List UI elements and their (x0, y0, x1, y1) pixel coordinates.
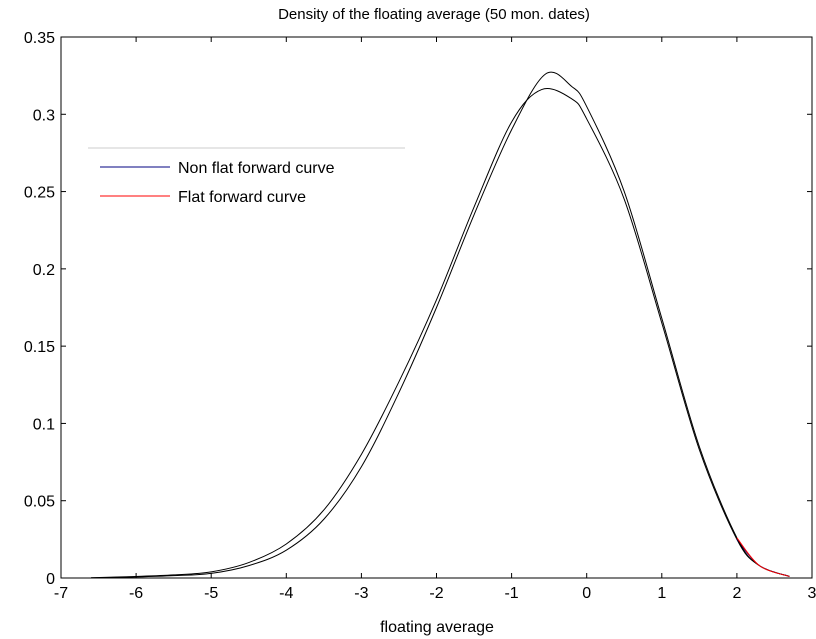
y-tick-label: 0.25 (24, 185, 55, 202)
series-tail-1 (736, 537, 790, 577)
axis-ticks: -7 -6 -5 -4 -3 -2 -1 0 1 2 3 0 0.05 0.1 0.15 0.2 0.25 0.3… (24, 30, 816, 602)
x-tick-label: -5 (204, 585, 218, 602)
legend-label: Non flat forward curve (178, 160, 335, 177)
x-tick-label: -7 (54, 585, 68, 602)
series-line-flat (91, 71, 790, 579)
y-tick-label: 0.35 (24, 30, 55, 47)
y-tick-label: 0.1 (33, 416, 55, 433)
chart-title: Density of the floating average (50 mon.… (278, 6, 590, 23)
x-tick-label: 0 (582, 585, 591, 602)
y-tick-label: 0.3 (33, 107, 55, 124)
x-tick-label: -3 (354, 585, 368, 602)
y-tick-label: 0.15 (24, 339, 55, 356)
x-tick-label: -6 (129, 585, 143, 602)
y-tick-label: 0.05 (24, 494, 55, 511)
y-tick-label: 0 (46, 571, 55, 588)
series-layer (91, 71, 790, 579)
x-tick-label: -4 (279, 585, 293, 602)
series-line-non-flat (91, 88, 790, 579)
x-axis-label: floating average (380, 619, 494, 636)
x-tick-label: 2 (732, 585, 741, 602)
x-tick-label: -1 (504, 585, 518, 602)
x-tick-label: 1 (657, 585, 666, 602)
y-tick-label: 0.2 (33, 262, 55, 279)
series-tail-0 (736, 539, 790, 577)
x-tick-label: -2 (429, 585, 443, 602)
legend: Non flat forward curve Flat forward curve (88, 147, 405, 206)
x-tick-label: 3 (808, 585, 816, 602)
legend-label: Flat forward curve (178, 189, 306, 206)
